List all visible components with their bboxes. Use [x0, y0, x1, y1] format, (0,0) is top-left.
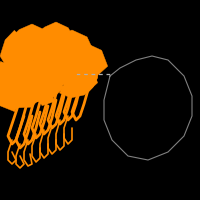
- Polygon shape: [10, 24, 52, 60]
- Polygon shape: [54, 58, 98, 98]
- Polygon shape: [36, 22, 73, 44]
- Polygon shape: [13, 40, 66, 82]
- Polygon shape: [8, 36, 28, 64]
- Polygon shape: [25, 26, 78, 68]
- Polygon shape: [37, 42, 86, 86]
- Polygon shape: [18, 73, 39, 106]
- Polygon shape: [66, 44, 108, 80]
- Polygon shape: [34, 73, 55, 106]
- Polygon shape: [0, 76, 16, 104]
- Polygon shape: [80, 57, 98, 92]
- Polygon shape: [5, 72, 44, 108]
- Polygon shape: [0, 30, 36, 72]
- Polygon shape: [49, 30, 94, 74]
- Polygon shape: [6, 47, 27, 78]
- Polygon shape: [4, 64, 20, 92]
- Polygon shape: [0, 60, 28, 100]
- Polygon shape: [3, 58, 53, 98]
- Polygon shape: [22, 66, 64, 102]
- Polygon shape: [0, 73, 24, 112]
